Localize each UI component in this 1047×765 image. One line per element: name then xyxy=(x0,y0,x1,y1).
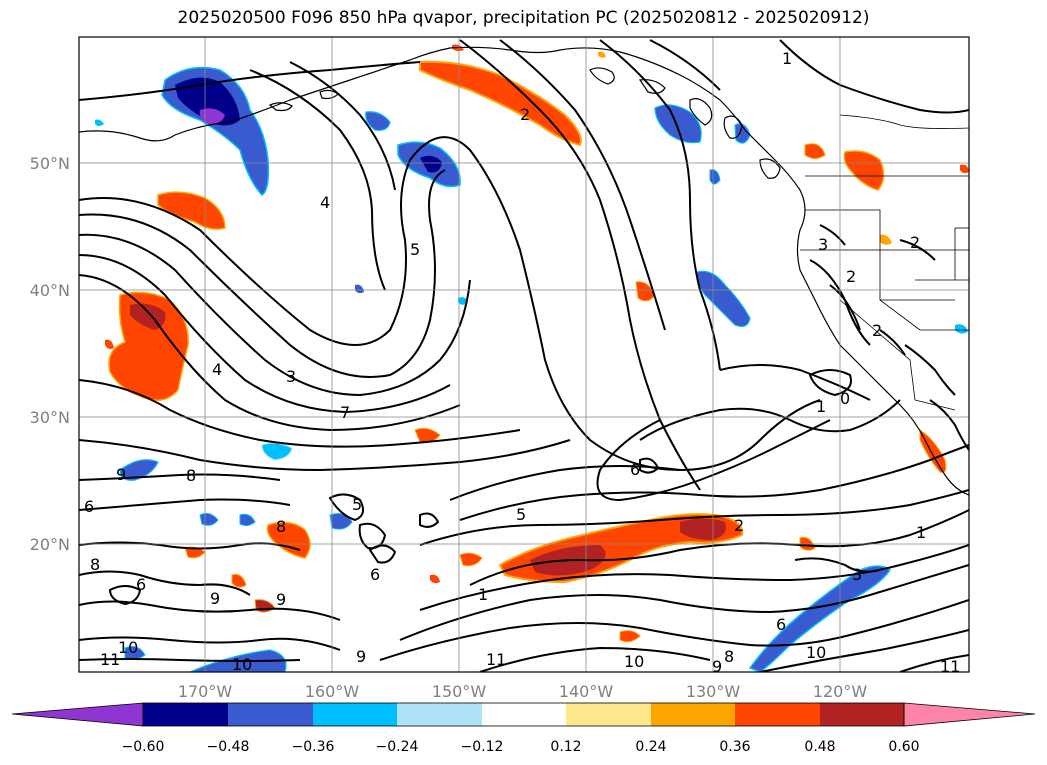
lon-label-140w: 140°W xyxy=(559,682,614,701)
contour-label: 2 xyxy=(846,267,856,286)
lon-label-120w: 120°W xyxy=(813,682,868,701)
colorbar: −0.60 −0.48 −0.36 −0.24 −0.12 0.12 0.24 … xyxy=(11,702,1036,755)
contour-label: 8 xyxy=(276,517,286,536)
colorbar-bin xyxy=(735,703,820,726)
colorbar-tick: 0.12 xyxy=(550,739,581,755)
contour-label: 6 xyxy=(136,575,146,594)
colorbar-tick: 0.24 xyxy=(635,739,666,755)
contour-label: 2 xyxy=(520,105,530,124)
colorbar-bin xyxy=(313,703,397,726)
lat-label-40n: 40°N xyxy=(30,281,70,300)
lon-labels: 170°W 160°W 150°W 140°W 130°W 120°W xyxy=(178,682,868,701)
contour-label: 2 xyxy=(734,516,744,535)
contour-label: 8 xyxy=(724,647,734,666)
contour-label: 11 xyxy=(486,650,506,669)
lon-label-130w: 130°W xyxy=(686,682,741,701)
contour-label: 7 xyxy=(340,403,350,422)
colorbar-bin xyxy=(482,703,566,726)
colorbar-bin xyxy=(820,703,904,726)
contour-label: 9 xyxy=(116,465,126,484)
colorbar-tick: 0.48 xyxy=(804,739,835,755)
contour-label: 8 xyxy=(90,555,100,574)
contour-label: 3 xyxy=(286,367,296,386)
contour-label: 10 xyxy=(624,652,644,671)
colorbar-extend-low xyxy=(11,702,144,727)
contour-label: 1 xyxy=(916,523,926,542)
colorbar-bin xyxy=(566,703,651,726)
lon-label-160w: 160°W xyxy=(305,682,360,701)
contour-label: 5 xyxy=(410,240,420,259)
contour-labels: 1 2 4 5 3 4 7 9 8 6 8 5 6 8 9 9 6 10 10 … xyxy=(84,49,960,676)
lon-label-150w: 150°W xyxy=(432,682,487,701)
colorbar-extend-high xyxy=(903,702,1036,727)
contour-label: 9 xyxy=(276,590,286,609)
contour-label: 4 xyxy=(212,360,222,379)
contour-label: 6 xyxy=(776,615,786,634)
contour-label: 1 xyxy=(782,49,792,68)
contour-label: 11 xyxy=(940,657,960,676)
contour-label: 6 xyxy=(370,565,380,584)
colorbar-tick: 0.60 xyxy=(888,739,919,755)
contour-label: 5 xyxy=(516,505,526,524)
colorbar-tick: −0.36 xyxy=(292,739,335,755)
colorbar-tick: 0.36 xyxy=(719,739,750,755)
colorbar-bin xyxy=(228,703,313,726)
colorbar-tick: −0.12 xyxy=(461,739,504,755)
colorbar-tick: −0.24 xyxy=(376,739,419,755)
contour-label: 11 xyxy=(100,650,120,669)
contour-label: 6 xyxy=(84,497,94,516)
colorbar-bin xyxy=(651,703,735,726)
contour-label: 10 xyxy=(118,638,138,657)
contour-label: 8 xyxy=(186,466,196,485)
contour-label: 5 xyxy=(352,495,362,514)
lon-label-170w: 170°W xyxy=(178,682,233,701)
colorbar-bin xyxy=(397,703,482,726)
lat-labels: 50°N 40°N 30°N 20°N xyxy=(30,154,70,554)
lat-label-50n: 50°N xyxy=(30,154,70,173)
political-borders xyxy=(800,114,969,411)
contour-label: 2 xyxy=(910,233,920,252)
contour-label: 3 xyxy=(852,565,862,584)
contour-label: 1 xyxy=(816,397,826,416)
qvapor-contours xyxy=(79,39,969,672)
coastlines xyxy=(79,46,969,496)
contour-label: 6 xyxy=(630,460,640,479)
lat-label-30n: 30°N xyxy=(30,408,70,427)
colorbar-bin xyxy=(143,703,228,726)
contour-label: 2 xyxy=(872,321,882,340)
contour-label: 10 xyxy=(232,655,252,674)
map-panel: 1 2 4 5 3 4 7 9 8 6 8 5 6 8 9 9 6 10 10 … xyxy=(78,36,970,676)
contour-label: 9 xyxy=(712,657,722,676)
graticule xyxy=(79,37,969,672)
contour-label: 9 xyxy=(210,589,220,608)
contour-label: 1 xyxy=(478,585,488,604)
map-title: 2025020500 F096 850 hPa qvapor, precipit… xyxy=(177,8,870,28)
contour-label: 0 xyxy=(840,389,850,408)
contour-label: 4 xyxy=(320,193,330,212)
colorbar-tick: −0.60 xyxy=(122,739,165,755)
contour-label: 9 xyxy=(356,647,366,666)
contour-label: 10 xyxy=(806,643,826,662)
lat-label-20n: 20°N xyxy=(30,535,70,554)
contour-label: 3 xyxy=(818,235,828,254)
colorbar-tick: −0.48 xyxy=(207,739,250,755)
